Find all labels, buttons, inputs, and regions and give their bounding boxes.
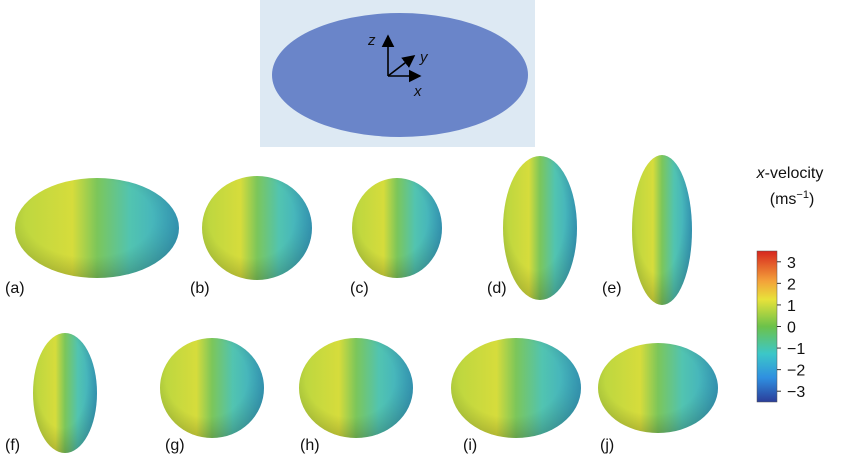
colorbar-tick-label: −2: [787, 363, 805, 380]
figure: z y x x-velocity (ms−1) (a)(b)(c)(d)(e)(…: [0, 0, 845, 466]
droplet-shade: [15, 178, 179, 278]
page: {"inset": {"axes": ["z", "y", "x"]}, "pa…: [0, 0, 845, 466]
panel-label: (f): [5, 437, 20, 454]
droplet-shade: [451, 338, 581, 438]
colorbar-title: x-velocity: [756, 165, 824, 182]
panel-label: (e): [602, 280, 622, 297]
droplet-shade: [299, 338, 413, 438]
panel-label: (i): [463, 437, 477, 454]
colorbar-unit: (ms−1): [770, 189, 815, 208]
colorbar-tick-label: −1: [787, 341, 805, 358]
colorbar: [757, 251, 777, 402]
colorbar-tick-label: −3: [787, 384, 805, 401]
panel-label: (a): [5, 280, 25, 297]
colorbar-tick-label: 1: [787, 298, 796, 315]
inset-ellipse: [272, 13, 528, 137]
colorbar-tick-label: 0: [787, 320, 796, 337]
panel-label: (b): [190, 280, 210, 297]
droplet-shade: [202, 176, 312, 280]
panel-label: (g): [165, 437, 185, 454]
droplet-shade: [598, 343, 718, 433]
panel-label: (j): [600, 437, 614, 454]
droplet-shade: [352, 178, 442, 278]
axis-label: x: [413, 83, 422, 100]
panel-label: (c): [350, 280, 369, 297]
axis-label: z: [367, 32, 376, 49]
colorbar-tick-label: 3: [787, 255, 796, 272]
droplet-shade: [632, 155, 692, 305]
droplet-shade: [33, 333, 97, 453]
droplet-shade: [503, 156, 577, 300]
colorbar-tick-label: 2: [787, 276, 796, 293]
panel-label: (h): [300, 437, 320, 454]
droplet-shade: [160, 338, 264, 438]
panel-label: (d): [487, 280, 507, 297]
